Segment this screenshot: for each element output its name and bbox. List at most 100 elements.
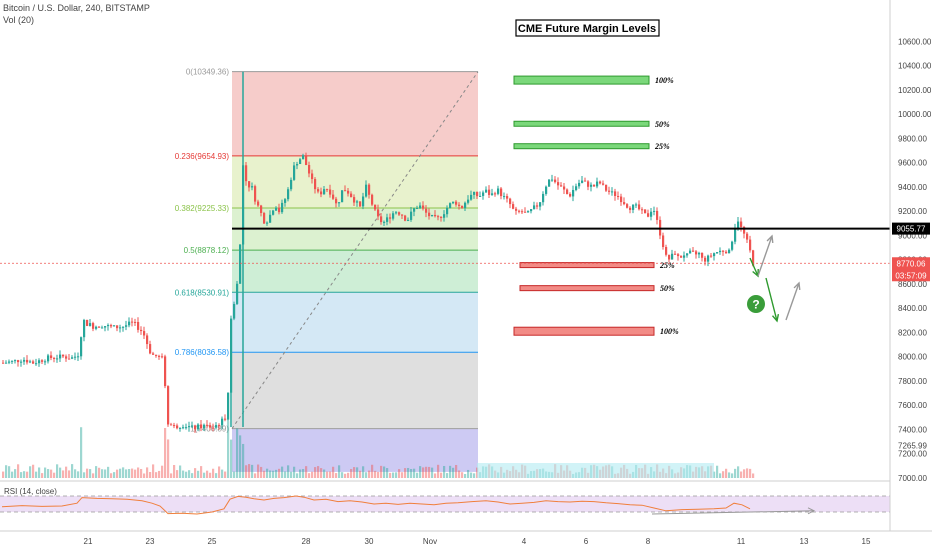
date-tick-label: 11 (737, 537, 746, 546)
volume-bar (278, 468, 281, 478)
candle-body (671, 253, 674, 260)
candle-body (77, 356, 80, 358)
candle-body (578, 182, 581, 187)
volume-bar (713, 471, 716, 478)
candle-body (149, 344, 152, 354)
volume-bar (209, 472, 212, 478)
fib-band (232, 250, 478, 293)
volume-bar (260, 466, 263, 478)
candle-body (557, 182, 560, 186)
volume-bar (236, 428, 239, 478)
volume-bar (14, 469, 17, 478)
price-tick-label: 7265.99 (898, 442, 927, 451)
candle-body (599, 181, 602, 184)
volume-bar (89, 469, 92, 478)
volume-bar (206, 470, 209, 478)
candle-body (485, 189, 488, 193)
cme-short-box (513, 326, 655, 336)
candle-body (275, 207, 278, 211)
price-tick-label: 7600.00 (898, 401, 927, 410)
volume-bar (173, 464, 176, 478)
price-tick-label: 8600.00 (898, 280, 927, 289)
question-circle-icon[interactable] (747, 295, 765, 313)
volume-bar (350, 469, 353, 478)
candle-body (743, 226, 746, 234)
volume-bar (83, 472, 86, 478)
volume-bar (80, 427, 83, 478)
cme-margin-levels[interactable]: CME Future Margin Levels 100% 50% 25% 25% 50%… (513, 19, 679, 336)
candle-body (131, 321, 134, 323)
level-badge-label: 9055.77 (897, 225, 926, 234)
fibonacci-retracement[interactable]: 0(10349.36) 0.236(9654.93) 0.382(9225.33) 0… (175, 68, 479, 472)
time-axis[interactable]: 21 23 25 28 30 Nov 4 6 8 11 13 15 (0, 530, 932, 546)
volume-bar (185, 471, 188, 478)
price-tick-label: 10400.00 (898, 62, 932, 71)
projection-arrows[interactable]: ? (747, 234, 801, 323)
fib-level-label: 0.618(8530.91) (175, 288, 230, 297)
volume-bar (410, 468, 413, 478)
candle-body (452, 201, 455, 204)
candle-body (626, 204, 629, 208)
candle-body (656, 210, 659, 220)
candle-body (92, 323, 95, 329)
volume-bar (248, 464, 251, 478)
volume-bar (242, 443, 245, 478)
volume-bar (419, 466, 422, 478)
volume-bar (92, 473, 95, 478)
candle-body (569, 194, 572, 197)
price-tick-label: 10000.00 (898, 110, 932, 119)
candle-body (227, 392, 230, 420)
volume-bar (293, 466, 296, 478)
cme-long-label: 100% (655, 76, 674, 85)
candle-body (200, 424, 203, 429)
candle-body (500, 188, 503, 197)
price-tick-label: 10200.00 (898, 86, 932, 95)
volume-bar (116, 469, 119, 478)
candle-body (332, 194, 335, 199)
volume-bar (86, 468, 89, 478)
candle-body (23, 359, 26, 362)
candle-body (56, 358, 59, 360)
volume-bar (98, 467, 101, 478)
volume-bar (311, 471, 314, 478)
candle-body (179, 427, 182, 429)
volume-bar (290, 471, 293, 478)
volume-bar (380, 465, 383, 478)
candle-body (83, 319, 86, 338)
candle-body (665, 247, 668, 255)
volume-bar (188, 470, 191, 478)
candle-body (647, 213, 650, 217)
candle-body (245, 165, 248, 182)
cme-short-box (519, 262, 655, 269)
candle-body (422, 205, 425, 209)
volume-bar (329, 471, 332, 478)
volume-bar (314, 467, 317, 478)
cme-short-label: 100% (660, 327, 679, 336)
volume-bar (146, 467, 149, 478)
candle-body (377, 209, 380, 217)
candle-body (164, 356, 167, 387)
volume-bar (722, 471, 725, 478)
candle-body (368, 184, 371, 195)
candle-body (533, 205, 536, 210)
price-levels[interactable] (0, 227, 890, 264)
price-tick-label: 9400.00 (898, 183, 927, 192)
fib-band (232, 352, 478, 429)
volume-bar (155, 472, 158, 478)
candle-body (320, 191, 323, 195)
price-axis[interactable]: 10600.00 10400.00 10200.00 10000.00 9800.00 9… (889, 0, 932, 531)
candles (2, 71, 755, 433)
candle-body (68, 358, 71, 360)
volume-bar (95, 466, 98, 478)
volume-bar (728, 472, 731, 478)
volume-bar (164, 428, 167, 478)
volume-bar (422, 467, 425, 478)
candle-body (467, 199, 470, 203)
candle-body (713, 253, 716, 257)
candle-body (122, 326, 125, 328)
rsi-pane: RSI (14, close)80.0040.00 (0, 480, 919, 515)
candle-body (224, 418, 227, 420)
candle-body (197, 424, 200, 430)
